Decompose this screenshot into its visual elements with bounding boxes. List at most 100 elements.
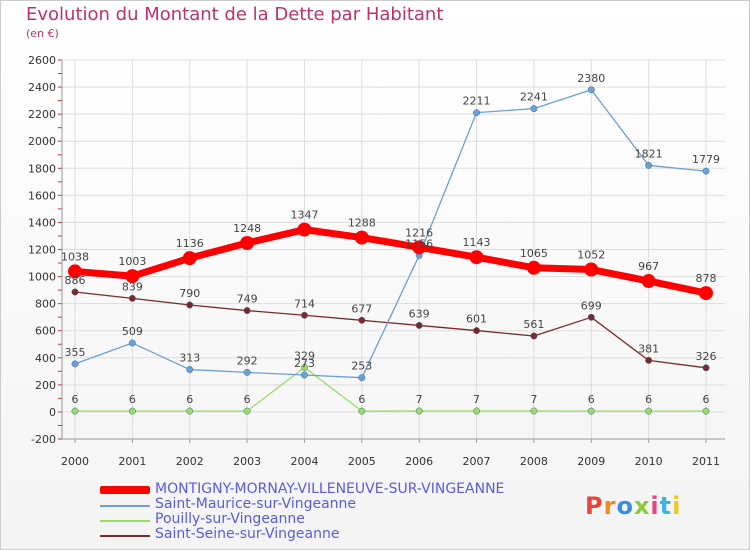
series-group (68, 86, 713, 415)
data-label-2: 7 (473, 393, 480, 406)
data-label-3: 699 (581, 299, 602, 312)
data-label-3: 326 (696, 350, 717, 363)
data-point-0 (412, 240, 427, 255)
data-label-0: 1143 (463, 236, 491, 249)
data-point-0 (584, 262, 599, 277)
grid-lines (62, 59, 725, 440)
data-label-3: 839 (122, 280, 143, 293)
data-label-0: 1248 (233, 222, 261, 235)
proxiti-logo: Proxiti (585, 492, 682, 520)
legend-swatch-montigny (100, 486, 150, 494)
data-point-1 (702, 167, 710, 175)
data-point-1 (71, 360, 79, 368)
data-point-2 (128, 407, 136, 415)
data-label-3: 561 (523, 318, 544, 331)
data-label-1: 313 (179, 352, 200, 365)
data-label-1: 355 (65, 346, 86, 359)
y-tick-label: 2400 (28, 81, 56, 94)
y-tick-label: 600 (35, 325, 56, 338)
data-point-1 (473, 109, 480, 117)
data-point-1 (186, 366, 194, 374)
data-label-1: 1156 (405, 237, 433, 250)
data-label-0: 1065 (520, 247, 548, 260)
data-point-2 (473, 407, 480, 415)
data-label-3: 677 (351, 302, 372, 315)
data-label-3: 601 (466, 313, 487, 326)
data-label-0: 1347 (290, 209, 318, 222)
x-axis-ticks: 2000 2001 2002 2003 2004 2005 2006 2007 2008 2009… (61, 455, 720, 468)
legend-label-saint-seine: Saint-Seine-sur-Vingeanne (155, 526, 340, 542)
data-label-2: 6 (588, 393, 595, 406)
y-tick-label: 1600 (28, 189, 56, 202)
data-point-3 (301, 311, 308, 319)
x-tick-label: 2006 (405, 455, 433, 468)
legend-swatch-saint-maurice (100, 505, 150, 507)
data-label-0: 1038 (61, 250, 89, 263)
data-point-2 (71, 407, 79, 415)
data-point-2 (243, 407, 251, 415)
data-point-3 (186, 301, 194, 309)
data-label-0: 1052 (577, 249, 605, 262)
y-tick-label: 2600 (28, 54, 56, 67)
legend-label-montigny: MONTIGNY-MORNAY-VILLENEUVE-SUR-VINGEANNE (155, 481, 505, 497)
legend-label-saint-maurice: Saint-Maurice-sur-Vingeanne (155, 496, 357, 512)
series-line-0 (71, 226, 710, 297)
data-labels: 1038 1003 1136 1248 1347 1288 1216 1143 1065 1052… (61, 72, 720, 406)
data-point-1 (587, 86, 595, 94)
series-line-2 (74, 366, 707, 412)
data-point-3 (358, 316, 366, 324)
data-point-3 (243, 307, 251, 314)
data-point-2 (301, 363, 308, 371)
data-label-3: 714 (294, 297, 315, 310)
x-tick-label: 2000 (61, 455, 89, 468)
data-label-1: 273 (294, 357, 315, 370)
data-label-1: 1821 (635, 147, 663, 160)
data-label-1: 253 (351, 360, 372, 373)
data-label-2: 329 (294, 349, 315, 362)
data-label-0: 967 (638, 260, 659, 273)
data-point-0 (354, 230, 369, 245)
data-point-1 (128, 339, 136, 347)
data-label-3: 790 (179, 287, 200, 300)
data-point-3 (702, 364, 710, 372)
data-label-0: 1216 (405, 226, 433, 239)
data-label-1: 2211 (463, 95, 491, 108)
chart-unit: (en €) (26, 27, 59, 40)
data-label-2: 6 (645, 393, 652, 406)
x-tick-label: 2004 (290, 455, 318, 468)
y-tick-label: 1200 (28, 244, 56, 257)
data-label-2: 7 (530, 393, 537, 406)
data-label-2: 6 (244, 393, 251, 406)
data-point-0 (641, 274, 656, 289)
series-line-1 (74, 89, 707, 379)
data-label-3: 381 (638, 342, 659, 355)
legend-label-pouilly: Pouilly-sur-Vingeanne (155, 511, 305, 527)
x-tick-label: 2002 (176, 455, 204, 468)
data-label-3: 639 (409, 307, 430, 320)
data-label-1: 509 (122, 325, 143, 338)
data-point-2 (645, 407, 653, 415)
x-tick-label: 2007 (463, 455, 491, 468)
legend-swatch-pouilly (100, 520, 150, 522)
y-tick-label: -200 (31, 433, 56, 446)
y-tick-label: 0 (49, 406, 56, 419)
data-point-2 (186, 407, 194, 415)
data-point-0 (699, 286, 713, 301)
data-label-1: 2380 (577, 72, 605, 85)
x-tick-label: 2011 (692, 455, 720, 468)
y-tick-label: 200 (35, 379, 56, 392)
y-tick-label: 800 (35, 298, 56, 311)
data-point-2 (530, 407, 538, 415)
data-label-2: 6 (72, 393, 79, 406)
data-label-0: 1288 (348, 217, 376, 230)
data-point-3 (530, 332, 538, 340)
data-label-2: 7 (416, 393, 423, 406)
data-label-1: 292 (237, 354, 258, 367)
data-label-0: 878 (696, 272, 717, 285)
data-point-3 (587, 313, 595, 321)
x-tick-label: 2009 (577, 455, 605, 468)
data-point-2 (587, 407, 595, 415)
data-point-2 (702, 407, 710, 415)
series-line-3 (74, 291, 707, 369)
legend-swatch-saint-seine (100, 535, 150, 537)
